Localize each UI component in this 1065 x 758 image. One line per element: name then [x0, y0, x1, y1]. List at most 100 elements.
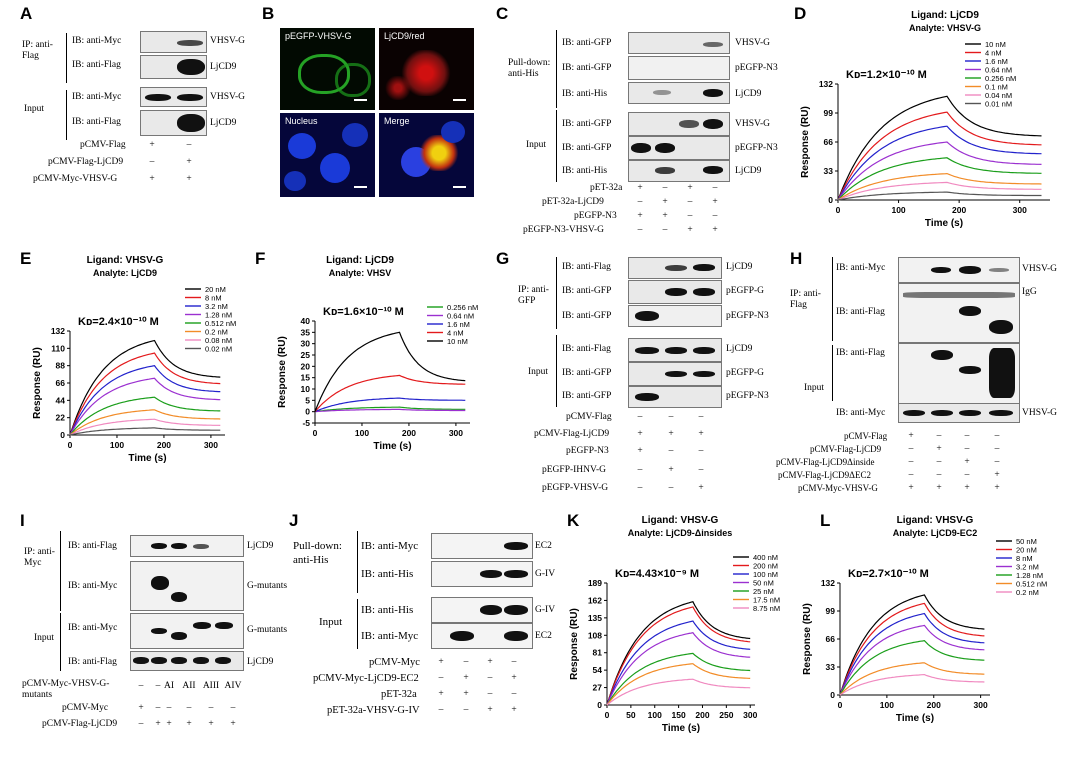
sign: AIII — [202, 681, 220, 691]
sign: – — [637, 225, 643, 235]
series-line — [69, 409, 221, 436]
sign: – — [463, 705, 469, 715]
ib-label: IB: anti-Myc — [68, 581, 118, 591]
series-line — [69, 377, 221, 436]
legend-label: 3.2 nM — [1016, 563, 1039, 572]
micrograph-gfp: pEGFP-VHSV-G — [280, 28, 375, 110]
sign: – — [994, 457, 1000, 467]
sign: + — [712, 225, 718, 235]
legend-label: 0.2 nM — [1016, 588, 1039, 597]
chart-title: Ligand: VHSV-G — [642, 515, 719, 526]
y-tick-label: 33 — [824, 166, 834, 176]
series-line — [837, 141, 1042, 201]
x-tick-label: 0 — [836, 205, 841, 215]
sign: – — [668, 412, 674, 422]
panel-label: F — [255, 249, 266, 268]
spr-chart: Ligand: VHSV-G Analyte: LjCD9-Δinsides Kᴅ=… — [569, 515, 780, 734]
series-line — [606, 606, 751, 706]
sign: + — [511, 673, 517, 683]
x-tick-label: 100 — [648, 710, 662, 720]
x-tick-label: 300 — [1013, 205, 1027, 215]
sign: – — [487, 689, 493, 699]
panel-i: I IP: anti-Myc Input IB: anti-Flag LjCD9… — [0, 505, 290, 753]
legend-label: 3.2 nM — [205, 302, 228, 311]
series-line — [314, 406, 466, 413]
ib-label: IB: anti-GFP — [562, 119, 612, 129]
tile-label: pEGFP-VHSV-G — [285, 31, 352, 41]
blot-strip — [898, 343, 1020, 405]
legend-label: 0.512 nM — [1016, 580, 1047, 589]
sign: + — [487, 705, 493, 715]
target-label: G-mutants — [247, 581, 288, 591]
sign: + — [463, 673, 469, 683]
plasmid-label: pCMV-Myc-VHSV-G-mutants — [22, 679, 110, 700]
divider — [60, 613, 61, 671]
input-label: Input — [804, 383, 825, 393]
sign: – — [908, 444, 914, 454]
sign: + — [908, 483, 914, 493]
legend-label: 10 nM — [985, 40, 1006, 49]
y-tick-label: -5 — [302, 418, 310, 428]
legend-label: 0.64 nM — [985, 66, 1012, 75]
series-line — [69, 418, 221, 436]
series-line — [606, 663, 751, 706]
ib-label: IB: anti-Flag — [562, 344, 611, 354]
legend-label: 8 nM — [1016, 554, 1033, 563]
ib-label: IB: anti-Flag — [562, 262, 611, 272]
sign: – — [712, 183, 718, 193]
x-tick-label: 300 — [974, 700, 988, 710]
sign: + — [662, 197, 668, 207]
target-label: LjCD9 — [735, 166, 762, 176]
y-tick-label: 40 — [301, 316, 311, 326]
legend-label: 0.04 nM — [985, 91, 1012, 100]
plasmid-label: pCMV-Myc-VHSV-G — [33, 174, 118, 184]
divider — [832, 257, 833, 341]
sign: – — [994, 431, 1000, 441]
plasmid-label: pCMV-Flag-LjCD9ΔEC2 — [778, 470, 871, 480]
blot-strip — [628, 386, 722, 408]
x-tick-label: 200 — [952, 205, 966, 215]
kd-label: Kᴅ=4.43×10⁻⁹ M — [615, 568, 699, 580]
sign: + — [637, 211, 643, 221]
series-line — [69, 365, 221, 436]
sign: + — [712, 197, 718, 207]
spr-chart: Ligand: VHSV-G Analyte: LjCD9 Kᴅ=2.4×10⁻¹⁰… — [32, 255, 236, 464]
sign: + — [166, 719, 172, 729]
y-axis-label: Response (RU) — [32, 347, 43, 419]
tile-label: LjCD9/red — [384, 31, 425, 41]
series-line — [606, 632, 751, 706]
micrograph-nucleus: Nucleus — [280, 113, 375, 197]
ib-label: IB: anti-Flag — [72, 117, 121, 127]
target-label: VHSV-G — [1022, 264, 1058, 274]
panel-label: G — [496, 249, 510, 268]
sign: + — [637, 429, 643, 439]
sign: – — [698, 465, 704, 475]
panel-b: B pEGFP-VHSV-G LjCD9/red Nucleus Merge — [262, 0, 492, 210]
target-label: pEGFP-N3 — [726, 311, 769, 321]
target-label: LjCD9 — [247, 541, 274, 551]
sign: + — [994, 483, 1000, 493]
legend-label: 17.5 nM — [753, 596, 780, 605]
sign: AIV — [224, 681, 242, 691]
blot-strip — [628, 280, 722, 304]
legend-label: 0.01 nM — [985, 100, 1012, 109]
target-label: LjCD9 — [247, 657, 274, 667]
sign: + — [463, 689, 469, 699]
panel-l: L Ligand: VHSV-G Analyte: LjCD9-EC2 Kᴅ=2.7… — [800, 505, 1065, 753]
target-label: LjCD9 — [210, 118, 237, 128]
plasmid-label: pET-32a-LjCD9 — [542, 197, 604, 207]
y-tick-label: 132 — [819, 79, 833, 89]
series-line — [837, 111, 1042, 201]
series-line — [314, 331, 466, 412]
legend-label: 0.256 nM — [447, 303, 478, 312]
target-label: VHSV-G — [735, 119, 771, 129]
ib-label: IB: anti-Myc — [361, 540, 419, 552]
sign: + — [668, 465, 674, 475]
sign: – — [487, 673, 493, 683]
ib-label: IB: anti-Myc — [68, 623, 118, 633]
series-line — [839, 602, 985, 696]
series-line — [69, 352, 221, 436]
ib-label: IB: anti-GFP — [562, 368, 612, 378]
sign: + — [687, 225, 693, 235]
target-label: pEGFP-N3 — [735, 143, 778, 153]
